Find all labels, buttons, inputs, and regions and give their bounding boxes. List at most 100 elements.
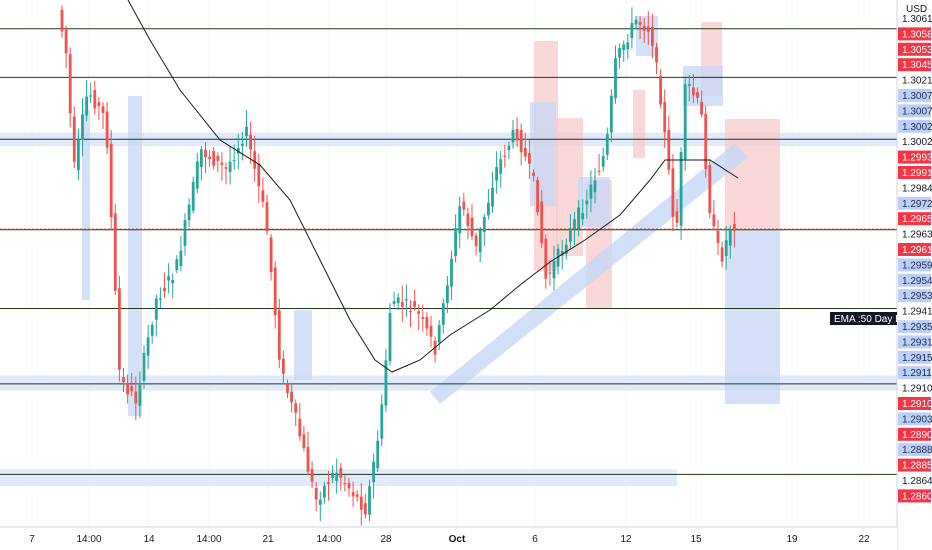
candle-body bbox=[482, 217, 486, 233]
candle-body bbox=[429, 325, 433, 337]
blue-range-box bbox=[530, 102, 556, 206]
candle-body bbox=[236, 148, 240, 154]
price-label-bg bbox=[898, 89, 931, 102]
price-label: 1.28859 bbox=[902, 461, 932, 472]
candle-body bbox=[663, 101, 667, 133]
price-label-bg bbox=[898, 289, 931, 303]
price-label: 1.29549 bbox=[902, 276, 932, 287]
price-label: 1.30535 bbox=[902, 45, 932, 56]
price-label: 1.29610 bbox=[902, 245, 932, 256]
candle-body bbox=[380, 404, 384, 439]
candle-body bbox=[441, 303, 445, 325]
candle-body bbox=[343, 482, 347, 485]
candle-body bbox=[150, 324, 154, 336]
price-label: 1.29930 bbox=[902, 153, 932, 164]
candle-body bbox=[540, 201, 544, 244]
blue-range-box bbox=[128, 96, 142, 416]
candle-body bbox=[72, 116, 76, 162]
candle-body bbox=[118, 288, 121, 370]
price-label: 1.30020 bbox=[902, 137, 932, 148]
candle-body bbox=[716, 230, 720, 244]
candle-body bbox=[109, 143, 113, 218]
candle-body bbox=[667, 129, 671, 170]
blue-range-box bbox=[725, 229, 780, 404]
candle-body bbox=[159, 298, 162, 300]
candle-body bbox=[310, 468, 314, 482]
candle-body bbox=[569, 228, 572, 242]
candle-body bbox=[216, 155, 220, 161]
candle-body bbox=[306, 446, 310, 472]
candle-body bbox=[491, 187, 494, 207]
candle-body bbox=[347, 482, 351, 489]
candle-body bbox=[323, 486, 326, 498]
price-label: 1.29840 bbox=[902, 183, 932, 194]
candle-body bbox=[712, 214, 716, 227]
candle-body bbox=[409, 311, 412, 313]
price-label: 1.30029 bbox=[902, 122, 932, 133]
candle-body bbox=[421, 316, 425, 319]
candle-body bbox=[93, 90, 97, 109]
price-label-bg bbox=[898, 166, 931, 179]
ema-label-bg bbox=[830, 312, 897, 325]
price-label-bg bbox=[898, 181, 931, 195]
candle-body bbox=[523, 147, 527, 157]
candle-body bbox=[564, 244, 568, 254]
price-label-bg bbox=[898, 58, 931, 72]
candle-body bbox=[286, 383, 289, 393]
price-label: 1.29590 bbox=[902, 260, 932, 271]
candle-body bbox=[515, 128, 519, 141]
candle-body bbox=[200, 149, 203, 167]
candle-body bbox=[626, 42, 630, 50]
candle-body bbox=[499, 159, 503, 174]
candle-body bbox=[556, 248, 560, 267]
candle-body bbox=[232, 159, 236, 162]
candle-body bbox=[175, 259, 179, 271]
candle-body bbox=[692, 87, 695, 96]
price-label: 1.28900 bbox=[902, 430, 932, 441]
candle-body bbox=[405, 299, 408, 301]
candle-body bbox=[368, 486, 371, 515]
price-label-bg bbox=[898, 227, 931, 241]
candle-body bbox=[708, 165, 712, 214]
ema-line bbox=[127, 0, 739, 373]
candle-body bbox=[462, 201, 466, 210]
candle-body bbox=[589, 184, 593, 199]
candle-body bbox=[81, 114, 84, 140]
candle-body bbox=[396, 297, 400, 303]
price-label-bg bbox=[898, 12, 931, 25]
candle-body bbox=[269, 237, 273, 273]
price-label-bg bbox=[898, 304, 931, 318]
time-tick-label: Oct bbox=[449, 534, 466, 545]
price-label: 1.28600 bbox=[902, 491, 932, 502]
time-tick-label: 14:00 bbox=[196, 534, 221, 545]
time-tick-label: 22 bbox=[858, 534, 870, 545]
ema-indicator-label: EMA :50 Day EMA bbox=[834, 314, 917, 325]
price-label: 1.30610 bbox=[902, 14, 932, 25]
candle-body bbox=[105, 111, 109, 148]
candle-body bbox=[126, 383, 129, 395]
price-label: 1.29150 bbox=[902, 353, 932, 364]
price-label-bg bbox=[898, 366, 931, 380]
candle-body bbox=[425, 316, 429, 329]
candle-body bbox=[167, 276, 170, 281]
candle-body bbox=[249, 134, 252, 150]
price-label-bg bbox=[898, 443, 931, 457]
candle-body bbox=[585, 200, 589, 205]
candle-body bbox=[388, 313, 392, 362]
candle-body bbox=[581, 213, 585, 220]
candle-body bbox=[273, 267, 277, 316]
candle-body bbox=[122, 377, 125, 383]
candle-body bbox=[339, 467, 343, 478]
candle-body bbox=[290, 391, 293, 403]
candle-body bbox=[470, 217, 474, 237]
candle-body bbox=[392, 301, 396, 304]
candle-body bbox=[282, 358, 285, 374]
time-axis bbox=[0, 527, 897, 550]
candle-body bbox=[138, 385, 142, 406]
price-label: 1.30075 bbox=[902, 91, 932, 102]
candle-body bbox=[364, 503, 367, 515]
price-label: 1.29650 bbox=[902, 214, 932, 225]
candle-body bbox=[671, 168, 675, 217]
candle-body bbox=[519, 129, 523, 153]
